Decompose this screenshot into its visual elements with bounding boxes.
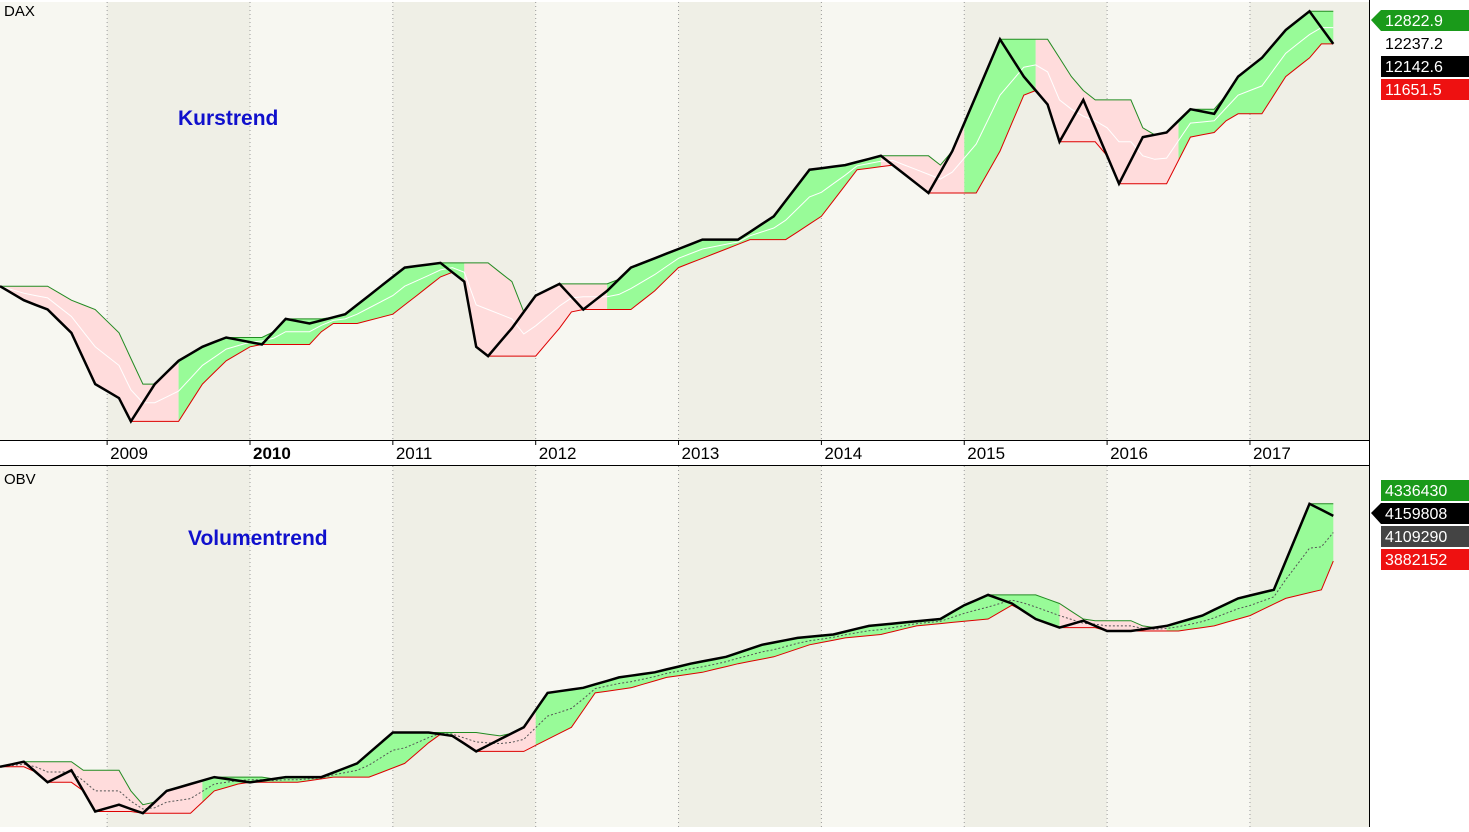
x-tick-label: 2011 bbox=[396, 444, 433, 463]
price-bull-regime bbox=[178, 262, 465, 422]
year-band bbox=[107, 466, 250, 827]
upper-value-text: 4336430 bbox=[1385, 483, 1447, 500]
background-bands bbox=[0, 2, 1369, 827]
obv-mid-line bbox=[0, 532, 1334, 810]
upper-value-text: 12822.9 bbox=[1385, 13, 1443, 30]
price-annotation: Kurstrend bbox=[178, 107, 278, 130]
year-band bbox=[535, 2, 679, 440]
year-band bbox=[821, 2, 965, 440]
obv-value-labels: 4336430 4159808 4109290 3882152 bbox=[1371, 480, 1469, 570]
price-bear-regime bbox=[464, 262, 608, 357]
x-tick-label: 2010 bbox=[253, 444, 291, 463]
obv-bear-regime bbox=[0, 761, 203, 814]
upper-value-badge bbox=[1371, 10, 1469, 31]
lower-value-badge bbox=[1381, 79, 1469, 100]
lower-value-text: 3882152 bbox=[1385, 552, 1447, 569]
close-value-text: 12142.6 bbox=[1385, 59, 1443, 76]
price-mid-line bbox=[0, 27, 1334, 404]
obv-bull-regime bbox=[202, 732, 453, 803]
x-tick-label: 2013 bbox=[682, 444, 720, 463]
mid-value-badge bbox=[1381, 33, 1469, 54]
x-tick-label: 2017 bbox=[1253, 444, 1291, 463]
close-value-text: 4159808 bbox=[1385, 506, 1447, 523]
year-band bbox=[535, 466, 679, 827]
lower-value-text: 11651.5 bbox=[1385, 82, 1442, 99]
upper-value-badge bbox=[1381, 480, 1469, 501]
price-bull-regime bbox=[607, 155, 881, 310]
year-band bbox=[964, 466, 1108, 827]
axis-strip bbox=[0, 441, 1369, 465]
obv-series-line bbox=[0, 502, 1334, 815]
price-series-line bbox=[0, 9, 1335, 424]
scale-area bbox=[1369, 0, 1469, 827]
year-band bbox=[1107, 466, 1250, 827]
series-lines bbox=[0, 9, 1335, 815]
price-panel-title: DAX bbox=[4, 3, 35, 20]
x-axis: 2009 2010 2011 2012 2013 2014 2015 2016 2017 bbox=[106, 440, 1291, 463]
price-bull-regime bbox=[1178, 11, 1334, 161]
year-band bbox=[392, 466, 536, 827]
year-band bbox=[821, 466, 965, 827]
x-tick-label: 2014 bbox=[824, 444, 862, 463]
price-value-labels: 12822.9 12237.2 12142.6 11651.5 bbox=[1371, 10, 1469, 100]
x-tick-label: 2016 bbox=[1110, 444, 1148, 463]
price-trend-fills bbox=[0, 11, 1334, 422]
price-bull-regime bbox=[964, 39, 1036, 193]
price-bear-regime bbox=[1035, 39, 1179, 184]
x-tick-label: 2012 bbox=[539, 444, 577, 463]
price-bear-regime bbox=[880, 123, 965, 193]
mid-value-text: 4109290 bbox=[1385, 529, 1447, 546]
close-value-badge bbox=[1381, 56, 1469, 77]
lower-value-badge bbox=[1381, 549, 1469, 570]
obv-annotation: Volumentrend bbox=[188, 527, 328, 550]
year-band bbox=[392, 2, 536, 440]
year-band bbox=[1107, 2, 1250, 440]
obv-bear-regime bbox=[1059, 603, 1167, 631]
x-tick-label: 2015 bbox=[967, 444, 1005, 463]
price-bear-regime bbox=[0, 286, 179, 422]
mid-value-badge bbox=[1381, 526, 1469, 547]
x-tick-label: 2009 bbox=[110, 444, 148, 463]
close-value-badge bbox=[1371, 503, 1469, 524]
year-band bbox=[249, 2, 393, 440]
mid-value-text: 12237.2 bbox=[1385, 36, 1443, 53]
obv-panel-title: OBV bbox=[4, 471, 36, 488]
